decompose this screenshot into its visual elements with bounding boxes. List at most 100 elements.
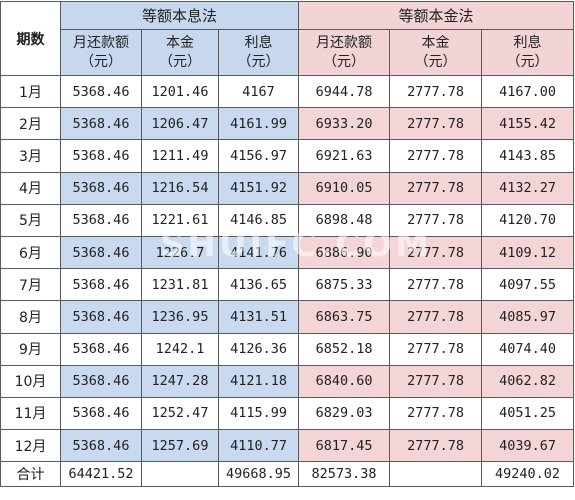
value-cell: 5368.46 — [60, 396, 142, 431]
value-cell: 4074.40 — [481, 332, 575, 366]
value-cell: 4121.18 — [217, 364, 300, 398]
loan-repayment-table: 期数 等额本息法 等额本金法 月还款额 （元） 本金 （元） 利息 （元） 月还款额（… — [0, 1, 575, 488]
value-cell: 1211.49 — [141, 139, 219, 173]
value-cell: 1247.28 — [141, 364, 219, 398]
equal-installment-group-header: 等额本息法 — [59, 1, 300, 30]
value-cell: 2777.78 — [389, 171, 483, 205]
column-header: 利息 （元） — [217, 29, 300, 76]
value-cell: 4132.27 — [481, 171, 575, 205]
value-cell: 4085.97 — [481, 300, 575, 334]
period-cell: 9月 — [0, 332, 61, 366]
value-cell: 6817.45 — [298, 429, 391, 463]
value-cell: 5368.46 — [60, 107, 142, 141]
column-header: 本金 （元） — [141, 29, 219, 76]
period-cell: 1月 — [0, 74, 61, 109]
value-cell: 4062.82 — [481, 364, 575, 398]
value-cell: 6910.05 — [298, 171, 391, 205]
value-cell: 1257.69 — [141, 429, 219, 463]
value-cell: 4115.99 — [217, 396, 300, 431]
value-cell: 4051.25 — [481, 396, 575, 431]
value-cell: 4167.00 — [481, 74, 575, 109]
value-cell: 2777.78 — [389, 107, 483, 141]
value-cell: 5368.46 — [60, 268, 142, 302]
value-cell: 5368.46 — [60, 203, 142, 237]
value-cell: 6886.90 — [298, 235, 391, 270]
table-row: 1月 5368.46 1201.46 4167 6944.78 2777.78 4167.0… — [0, 74, 575, 109]
table-row: 2月 5368.46 1206.47 4161.99 6933.20 2777.78 415… — [0, 107, 575, 141]
value-cell: 1252.47 — [141, 396, 219, 431]
column-header: 月还款额 （元） — [60, 29, 142, 76]
table-row: 7月 5368.46 1231.81 4136.65 6875.33 2777.78 409… — [0, 268, 575, 302]
value-cell: 4141.76 — [217, 235, 300, 270]
value-cell: 4161.99 — [217, 107, 300, 141]
value-cell: 6933.20 — [298, 107, 391, 141]
value-cell: 2777.78 — [389, 332, 483, 366]
period-cell: 8月 — [0, 300, 61, 334]
total-cell — [389, 461, 483, 488]
value-cell: 5368.46 — [60, 429, 142, 463]
total-label: 合计 — [0, 461, 61, 488]
value-cell: 4143.85 — [481, 139, 575, 173]
value-cell: 4155.42 — [481, 107, 575, 141]
value-cell: 6863.75 — [298, 300, 391, 334]
value-cell: 5368.46 — [60, 74, 142, 109]
value-cell: 6944.78 — [298, 74, 391, 109]
value-cell: 1206.47 — [141, 107, 219, 141]
value-cell: 1226.7 — [141, 235, 219, 270]
value-cell: 4126.36 — [217, 332, 300, 366]
period-cell: 10月 — [0, 364, 61, 398]
value-cell: 1242.1 — [141, 332, 219, 366]
value-cell: 4167 — [217, 74, 300, 109]
value-cell: 6898.48 — [298, 203, 391, 237]
column-header: 月还款额 （元） — [298, 29, 391, 76]
table-row: 10月 5368.46 1247.28 4121.18 6840.60 2777.78 40… — [0, 364, 575, 398]
value-cell: 1236.95 — [141, 300, 219, 334]
value-cell: 1201.46 — [141, 74, 219, 109]
value-cell: 4039.67 — [481, 429, 575, 463]
total-cell — [141, 461, 219, 488]
table-row: 6月 5368.46 1226.7 4141.76 6886.90 2777.78 4109… — [0, 235, 575, 270]
period-cell: 6月 — [0, 235, 61, 270]
value-cell: 6875.33 — [298, 268, 391, 302]
table-row: 11月 5368.46 1252.47 4115.99 6829.03 2777.78 40… — [0, 396, 575, 431]
table-row: 4月 5368.46 1216.54 4151.92 6910.05 2777.78 413… — [0, 171, 575, 205]
value-cell: 1221.61 — [141, 203, 219, 237]
value-cell: 5368.46 — [60, 332, 142, 366]
value-cell: 2777.78 — [389, 139, 483, 173]
value-cell: 6852.18 — [298, 332, 391, 366]
total-cell: 49668.95 — [217, 461, 300, 488]
column-header: 本金 （元） — [389, 29, 483, 76]
value-cell: 2777.78 — [389, 429, 483, 463]
value-cell: 4110.77 — [217, 429, 300, 463]
table-row: 5月 5368.46 1221.61 4146.85 6898.48 2777.78 412… — [0, 203, 575, 237]
period-cell: 4月 — [0, 171, 61, 205]
value-cell: 2777.78 — [389, 74, 483, 109]
total-cell: 82573.38 — [298, 461, 391, 488]
total-row: 合计 64421.52 49668.95 82573.38 49240.02 — [0, 461, 575, 488]
value-cell: 6921.63 — [298, 139, 391, 173]
total-cell: 64421.52 — [60, 461, 142, 488]
value-cell: 5368.46 — [60, 235, 142, 270]
value-cell: 5368.46 — [60, 171, 142, 205]
value-cell: 5368.46 — [60, 364, 142, 398]
value-cell: 2777.78 — [389, 396, 483, 431]
period-cell: 7月 — [0, 268, 61, 302]
value-cell: 2777.78 — [389, 235, 483, 270]
period-cell: 2月 — [0, 107, 61, 141]
value-cell: 2777.78 — [389, 300, 483, 334]
value-cell: 4136.65 — [217, 268, 300, 302]
value-cell: 2777.78 — [389, 268, 483, 302]
value-cell: 6829.03 — [298, 396, 391, 431]
value-cell: 4146.85 — [217, 203, 300, 237]
period-cell: 5月 — [0, 203, 61, 237]
table-row: 8月 5368.46 1236.95 4131.51 6863.75 2777.78 408… — [0, 300, 575, 334]
period-cell: 11月 — [0, 396, 61, 431]
value-cell: 5368.46 — [60, 139, 142, 173]
table-body: 1月 5368.46 1201.46 4167 6944.78 2777.78 4167.0… — [0, 74, 575, 488]
value-cell: 4120.70 — [481, 203, 575, 237]
value-cell: 4109.12 — [481, 235, 575, 270]
value-cell: 4131.51 — [217, 300, 300, 334]
table-row: 12月 5368.46 1257.69 4110.77 6817.45 2777.78 40… — [0, 429, 575, 463]
table-row: 9月 5368.46 1242.1 4126.36 6852.18 2777.78 4074… — [0, 332, 575, 366]
